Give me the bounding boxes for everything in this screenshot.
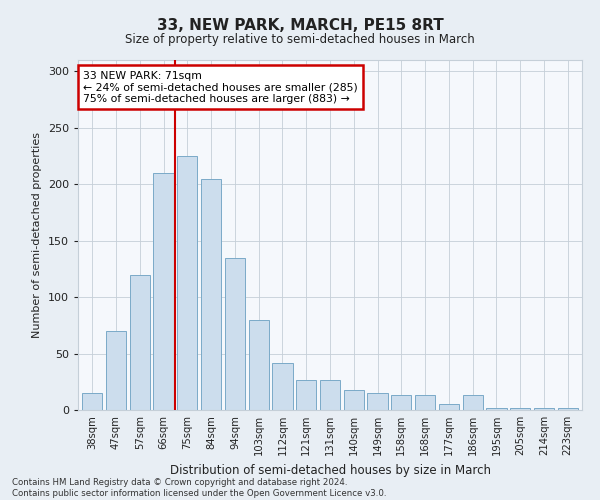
Text: 33, NEW PARK, MARCH, PE15 8RT: 33, NEW PARK, MARCH, PE15 8RT — [157, 18, 443, 32]
Bar — [272, 362, 293, 410]
Bar — [439, 404, 459, 410]
Bar — [225, 258, 245, 410]
Bar — [510, 408, 530, 410]
Bar — [154, 173, 173, 410]
Bar — [463, 396, 483, 410]
Bar — [320, 380, 340, 410]
Bar — [248, 320, 269, 410]
Bar — [177, 156, 197, 410]
Text: Size of property relative to semi-detached houses in March: Size of property relative to semi-detach… — [125, 32, 475, 46]
Bar — [296, 380, 316, 410]
Bar — [106, 331, 126, 410]
Y-axis label: Number of semi-detached properties: Number of semi-detached properties — [32, 132, 42, 338]
Bar — [534, 408, 554, 410]
Text: 33 NEW PARK: 71sqm
← 24% of semi-detached houses are smaller (285)
75% of semi-d: 33 NEW PARK: 71sqm ← 24% of semi-detache… — [83, 70, 358, 104]
Bar — [391, 396, 412, 410]
Text: Contains HM Land Registry data © Crown copyright and database right 2024.
Contai: Contains HM Land Registry data © Crown c… — [12, 478, 386, 498]
Bar — [82, 393, 103, 410]
Bar — [487, 408, 506, 410]
Bar — [201, 178, 221, 410]
Bar — [344, 390, 364, 410]
Bar — [415, 396, 435, 410]
Bar — [557, 408, 578, 410]
X-axis label: Distribution of semi-detached houses by size in March: Distribution of semi-detached houses by … — [170, 464, 491, 476]
Bar — [367, 393, 388, 410]
Bar — [130, 274, 150, 410]
